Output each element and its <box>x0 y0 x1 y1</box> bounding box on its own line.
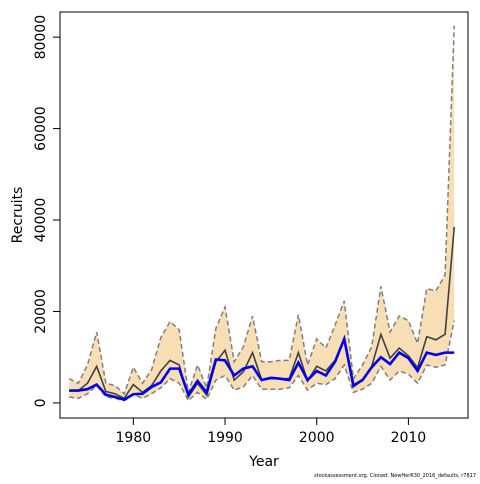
y-axis-title: Recruits <box>10 187 26 244</box>
x-tick-label: 2000 <box>299 430 335 446</box>
x-axis: 1980 1990 2000 2010 <box>116 418 427 446</box>
y-tick-label: 60000 <box>33 106 49 151</box>
plot-area <box>68 25 456 402</box>
x-tick-label: 1980 <box>116 430 152 446</box>
x-tick-label: 2010 <box>391 430 427 446</box>
comparison-line <box>69 334 455 402</box>
y-tick-label: 20000 <box>33 289 49 334</box>
y-tick-label: 40000 <box>33 198 49 243</box>
plot-frame <box>59 11 469 419</box>
footnote: stockassessment.org, Cloned: NewHerR30_2… <box>314 473 476 479</box>
x-axis-title: Year <box>248 454 279 470</box>
x-tick-label: 1990 <box>207 430 243 446</box>
confidence-band <box>69 25 455 401</box>
y-tick-label: 0 <box>33 398 49 407</box>
upper-bound-line <box>68 25 455 396</box>
y-axis: 0 20000 40000 60000 80000 <box>33 15 60 407</box>
y-tick-label: 80000 <box>33 15 49 60</box>
